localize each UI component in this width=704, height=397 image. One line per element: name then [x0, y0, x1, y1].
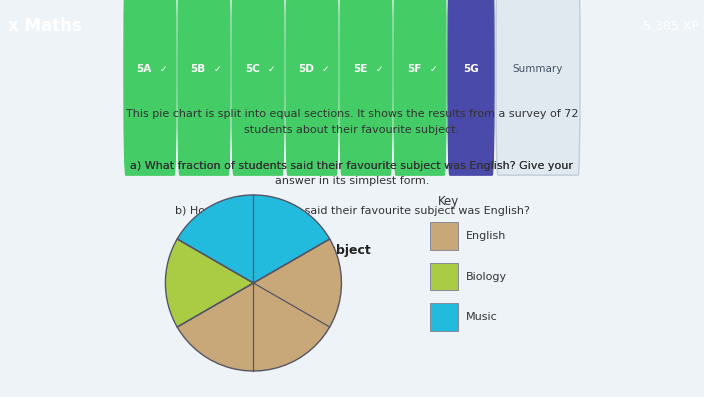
- Text: 5B: 5B: [191, 64, 206, 75]
- Text: ✓: ✓: [160, 65, 167, 74]
- Text: a) What fraction of students said their favourite subject was English? Give your: a) What fraction of students said their …: [130, 161, 574, 172]
- Text: Summary: Summary: [513, 64, 563, 75]
- FancyBboxPatch shape: [430, 222, 458, 250]
- FancyBboxPatch shape: [232, 0, 284, 175]
- Text: ✓: ✓: [268, 65, 275, 74]
- Text: Favourite subject: Favourite subject: [249, 244, 371, 257]
- Wedge shape: [165, 239, 253, 327]
- Text: 5A: 5A: [137, 64, 152, 75]
- FancyBboxPatch shape: [124, 0, 176, 175]
- Text: a) What          of students said their favourite subject was        ? Give your: a) What of students said their favourite…: [146, 161, 558, 172]
- Text: Biology: Biology: [466, 272, 507, 281]
- Text: ✓: ✓: [214, 65, 221, 74]
- Text: English: English: [466, 231, 506, 241]
- Text: This pie chart is split into equal sections. It shows the results from a survey : This pie chart is split into equal secti…: [126, 109, 578, 119]
- FancyBboxPatch shape: [496, 0, 580, 175]
- FancyBboxPatch shape: [286, 0, 338, 175]
- FancyBboxPatch shape: [448, 0, 494, 175]
- Wedge shape: [177, 195, 329, 283]
- Wedge shape: [177, 239, 341, 371]
- Text: ✓: ✓: [376, 65, 383, 74]
- Text: Music: Music: [466, 312, 498, 322]
- Text: answer in its simplest form.: answer in its simplest form.: [275, 176, 429, 186]
- Text: x Maths: x Maths: [8, 17, 82, 35]
- Text: students about their favourite subject.: students about their favourite subject.: [244, 125, 460, 135]
- FancyBboxPatch shape: [340, 0, 392, 175]
- Text: 5F: 5F: [407, 64, 422, 75]
- Text: 5E: 5E: [353, 64, 367, 75]
- Text: b) How many students said their favourite subject was English?: b) How many students said their favourit…: [175, 206, 529, 216]
- Text: 5,385 XP: 5,385 XP: [643, 20, 699, 33]
- FancyBboxPatch shape: [430, 263, 458, 290]
- Text: ✓: ✓: [429, 65, 437, 74]
- Text: Key: Key: [438, 195, 459, 208]
- Text: a) What fraction of students said their favourite subject was English? Give your: a) What fraction of students said their …: [130, 161, 574, 172]
- FancyBboxPatch shape: [178, 0, 230, 175]
- Text: 5G: 5G: [463, 64, 479, 75]
- FancyBboxPatch shape: [430, 303, 458, 331]
- FancyBboxPatch shape: [394, 0, 446, 175]
- Text: 5C: 5C: [245, 64, 260, 75]
- Text: ✓: ✓: [322, 65, 329, 74]
- Text: 5D: 5D: [298, 64, 314, 75]
